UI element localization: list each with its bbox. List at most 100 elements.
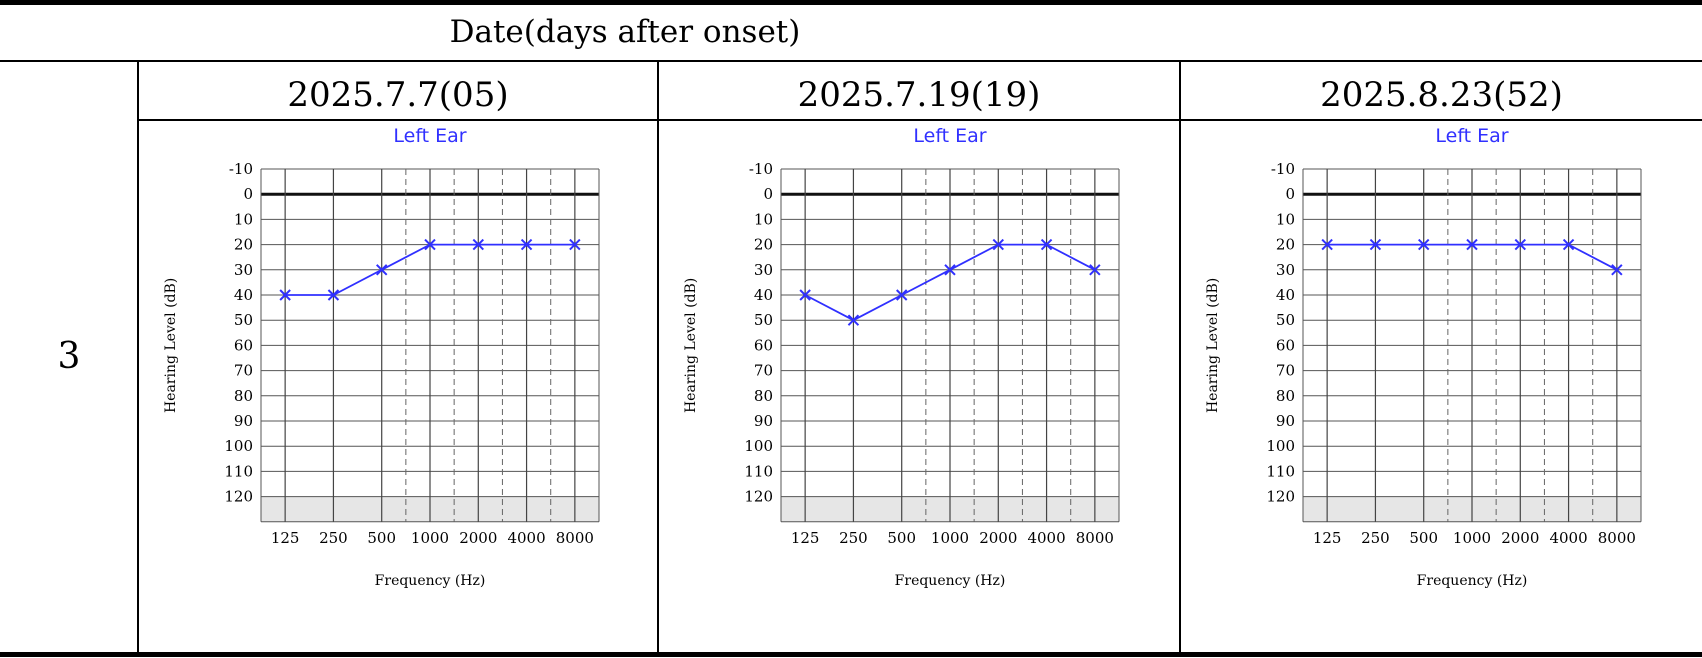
- audiogram-2: Left Ear -10 0 10 20 30 40 50 60 70 80 90 100 110 120 1…: [659, 122, 1179, 652]
- x-tick-label: 2000: [459, 529, 497, 547]
- x-marker-stroke: [1321, 238, 1333, 251]
- x-tick-label: 250: [839, 529, 868, 547]
- y-tick-label: 20: [754, 236, 773, 254]
- data-point-marker: [799, 289, 811, 301]
- x-tick-label: 4000: [1027, 529, 1065, 547]
- x-marker-stroke: [520, 238, 533, 251]
- row-label: 3: [57, 336, 81, 377]
- y-tick-label: 10: [754, 210, 773, 228]
- y-tick-label: 70: [234, 362, 253, 380]
- x-marker-stroke: [1089, 264, 1101, 276]
- y-tick-label: 80: [1276, 387, 1295, 405]
- date-cell-1: 2025.7.7(05): [287, 75, 509, 115]
- x-tick-label: 8000: [556, 529, 594, 547]
- y-tick-label: -10: [1271, 160, 1295, 178]
- audiogram-3: Left Ear -10 0 10 20 30 40 50 60 70 80 90 100 110 120 1…: [1181, 122, 1701, 652]
- x-tick-label: 250: [319, 529, 348, 547]
- column-divider-1: [137, 61, 139, 653]
- x-marker-stroke: [1514, 238, 1526, 251]
- y-tick-label: 100: [1266, 437, 1295, 455]
- data-point-marker: [1611, 264, 1623, 276]
- y-tick-label: 10: [1276, 210, 1295, 228]
- data-point-marker: [1089, 264, 1101, 276]
- y-tick-label: 0: [1285, 185, 1295, 203]
- data-point-marker: [944, 264, 956, 276]
- y-tick-label: 10: [234, 210, 253, 228]
- audiogram-svg-1: Left Ear -10 0 10 20 30 40 50 60 70 80 90 100 110 120 1…: [163, 125, 600, 589]
- y-tick-label: 60: [754, 336, 773, 354]
- y-tick-label: 120: [224, 488, 253, 506]
- data-point-marker: [1321, 238, 1333, 251]
- y-tick-label: 120: [744, 488, 773, 506]
- x-marker-stroke: [847, 314, 860, 326]
- y-tick-label: 90: [234, 412, 253, 430]
- data-point-marker: [1466, 238, 1478, 251]
- y-axis-title: Hearing Level (dB): [163, 278, 179, 413]
- y-tick-label: 60: [1276, 336, 1295, 354]
- x-marker-stroke: [424, 238, 436, 251]
- y-tick-label: 70: [1276, 362, 1295, 380]
- y-tick-label: 70: [754, 362, 773, 380]
- x-marker-stroke: [1562, 238, 1575, 251]
- x-marker-stroke: [327, 289, 340, 301]
- x-axis-title: Frequency (Hz): [1417, 573, 1528, 589]
- y-tick-label: 20: [234, 236, 253, 254]
- x-marker-stroke: [1418, 238, 1430, 251]
- y-tick-label: 0: [763, 185, 773, 203]
- data-point-marker: [279, 289, 291, 301]
- chart-title: Left Ear: [393, 125, 466, 147]
- date-cell-2: 2025.7.19(19): [797, 75, 1041, 115]
- x-marker-stroke: [896, 289, 908, 301]
- x-marker-stroke: [799, 289, 811, 301]
- x-tick-label: 1000: [931, 529, 969, 547]
- y-tick-label: 80: [234, 387, 253, 405]
- x-marker-stroke: [1040, 238, 1053, 251]
- y-axis-title: Hearing Level (dB): [683, 278, 699, 413]
- x-tick-label: 250: [1361, 529, 1390, 547]
- y-tick-label: 110: [1266, 462, 1295, 480]
- y-tick-label: -10: [229, 160, 253, 178]
- data-point-marker: [472, 238, 484, 251]
- x-tick-label: 8000: [1598, 529, 1636, 547]
- y-tick-label: 40: [754, 286, 773, 304]
- x-marker-stroke: [472, 238, 484, 251]
- data-point-marker: [376, 264, 388, 276]
- data-point-marker: [1514, 238, 1526, 251]
- chart-title: Left Ear: [913, 125, 986, 147]
- date-cell-3: 2025.8.23(52): [1320, 75, 1563, 115]
- x-tick-label: 500: [887, 529, 916, 547]
- y-tick-label: 120: [1266, 488, 1295, 506]
- x-marker-stroke: [279, 289, 291, 301]
- data-point-marker: [424, 238, 436, 251]
- y-tick-label: 100: [744, 437, 773, 455]
- y-tick-label: 110: [744, 462, 773, 480]
- y-axis-title: Hearing Level (dB): [1205, 278, 1221, 413]
- y-tick-label: 100: [224, 437, 253, 455]
- data-point-marker: [847, 314, 860, 326]
- y-tick-label: 50: [234, 311, 253, 329]
- y-tick-label: 60: [234, 336, 253, 354]
- data-point-marker: [1418, 238, 1430, 251]
- x-tick-label: 125: [1313, 529, 1342, 547]
- audiogram-svg-3: Left Ear -10 0 10 20 30 40 50 60 70 80 90 100 110 120 1…: [1205, 125, 1642, 589]
- data-point-marker: [1562, 238, 1575, 251]
- y-tick-label: 40: [234, 286, 253, 304]
- x-tick-label: 500: [367, 529, 396, 547]
- x-tick-label: 1000: [1453, 529, 1491, 547]
- y-tick-label: 50: [1276, 311, 1295, 329]
- y-tick-label: -10: [749, 160, 773, 178]
- column-divider-3: [1179, 61, 1181, 653]
- data-point-marker: [520, 238, 533, 251]
- x-tick-label: 2000: [1501, 529, 1539, 547]
- y-tick-label: 50: [754, 311, 773, 329]
- data-point-marker: [327, 289, 340, 301]
- data-point-marker: [1369, 238, 1382, 251]
- y-tick-label: 110: [224, 462, 253, 480]
- x-tick-label: 125: [271, 529, 300, 547]
- y-tick-label: 30: [754, 261, 773, 279]
- data-point-marker: [992, 238, 1004, 251]
- x-marker-stroke: [992, 238, 1004, 251]
- x-marker-stroke: [944, 264, 956, 276]
- data-point-marker: [1040, 238, 1053, 251]
- y-tick-label: 30: [234, 261, 253, 279]
